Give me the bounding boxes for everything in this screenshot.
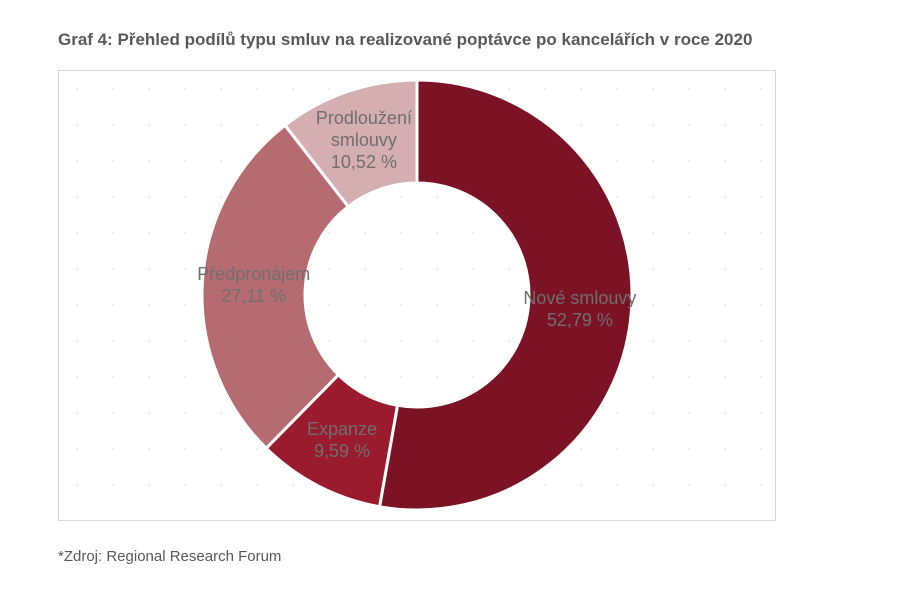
- category-label: Expanze: [307, 419, 378, 440]
- value-label: 27,11 %: [221, 286, 287, 307]
- value-label: 10,52 %: [330, 152, 397, 173]
- data-label: Expanze 9,59 %: [307, 418, 377, 462]
- data-label: Předpronájem 27,11 %: [197, 263, 310, 307]
- category-label: Prodloužení smlouvy: [315, 108, 412, 151]
- donut-slice: [200, 123, 351, 451]
- category-label: Nové smlouvy: [523, 288, 637, 309]
- donut-slice: [282, 78, 419, 209]
- chart-title: Graf 4: Přehled podílů typu smluv na rea…: [58, 30, 753, 49]
- data-label: Nové smlouvy 52,79 %: [523, 287, 636, 331]
- value-label: 52,79 %: [546, 310, 613, 331]
- value-label: 9,59 %: [314, 441, 371, 462]
- donut-slice: [377, 78, 634, 512]
- data-label: Prodloužení smlouvy 10,52 %: [299, 107, 429, 173]
- category-label: Předpronájem: [197, 264, 311, 285]
- source-note: *Zdroj: Regional Research Forum: [58, 548, 282, 565]
